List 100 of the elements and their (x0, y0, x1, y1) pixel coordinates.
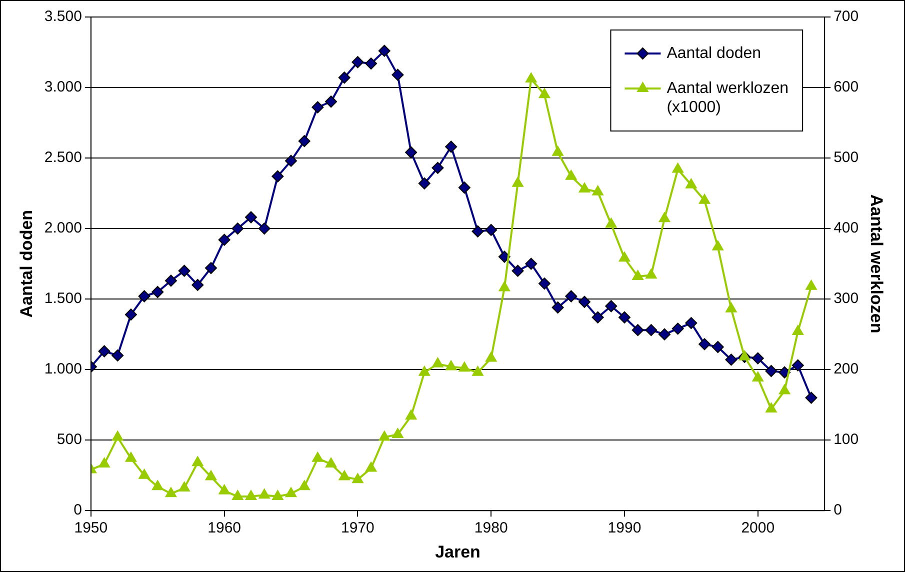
point (485, 224, 498, 236)
point (245, 490, 257, 500)
point (726, 302, 737, 312)
point (418, 366, 430, 376)
y-tick-label: 3.000 (44, 78, 82, 96)
point (178, 264, 190, 277)
point (365, 462, 377, 472)
point (778, 366, 791, 378)
point (806, 280, 817, 290)
point (512, 176, 524, 187)
point (192, 456, 204, 466)
point (285, 487, 297, 498)
point (392, 428, 404, 438)
point (392, 68, 404, 81)
point (578, 182, 590, 193)
point (218, 234, 230, 246)
y2-tick-label: 0 (834, 502, 842, 519)
point (766, 402, 777, 413)
point (752, 352, 764, 364)
point (672, 162, 684, 173)
point (685, 317, 698, 330)
point (645, 268, 657, 279)
point (685, 178, 697, 188)
point (618, 252, 630, 262)
point (778, 384, 790, 394)
x-tick-label: 2000 (741, 520, 775, 537)
point (565, 290, 578, 302)
point (285, 154, 298, 167)
point (378, 44, 390, 57)
point (258, 222, 270, 235)
point (98, 458, 110, 468)
point (725, 354, 738, 366)
point (592, 185, 604, 196)
y2-tick-label: 500 (834, 149, 859, 166)
point (498, 250, 510, 263)
y-tick-label: 2.000 (44, 220, 82, 237)
point (338, 470, 350, 480)
point (124, 308, 137, 321)
point (578, 296, 590, 308)
point (245, 211, 258, 224)
legend-label: Aantal werklozen (x1000) (666, 80, 789, 116)
point (792, 359, 804, 372)
y2-tick-label: 400 (834, 220, 859, 237)
x-axis-title: Jaren (435, 542, 480, 562)
point (432, 162, 444, 174)
point (125, 452, 137, 462)
point (632, 270, 644, 280)
point (338, 72, 350, 84)
x-tick-label: 1990 (608, 520, 642, 537)
point (325, 458, 337, 468)
point (498, 281, 510, 292)
point (432, 357, 444, 368)
point (445, 360, 457, 370)
point (565, 170, 577, 180)
point (298, 135, 310, 148)
point (712, 240, 724, 250)
point (98, 345, 110, 358)
point (312, 101, 324, 114)
point (658, 212, 670, 222)
point (258, 488, 270, 499)
y-tick-label: 1.500 (44, 290, 82, 308)
y-tick-label: 3.500 (44, 8, 82, 26)
point (645, 324, 658, 336)
point (312, 452, 324, 462)
point (752, 372, 764, 382)
y-axis-title: Aantal doden (16, 210, 36, 318)
x-tick-label: 1980 (474, 520, 508, 537)
point (218, 484, 230, 494)
point (472, 225, 484, 238)
point (445, 140, 458, 153)
point (672, 322, 684, 335)
point (792, 324, 804, 335)
point (164, 274, 177, 287)
point (698, 194, 710, 204)
point (204, 262, 217, 274)
point (178, 482, 190, 492)
point (538, 278, 550, 290)
point (272, 170, 284, 182)
point (232, 490, 244, 500)
point (112, 349, 124, 362)
point (138, 468, 150, 479)
point (485, 352, 497, 362)
point (405, 146, 418, 158)
point (298, 480, 310, 490)
point (192, 278, 204, 291)
point (805, 392, 818, 404)
legend-label: Aantal doden (666, 44, 762, 62)
point (232, 222, 244, 235)
point (632, 324, 644, 336)
point (272, 490, 284, 500)
point (418, 177, 430, 190)
point (378, 430, 390, 441)
x-tick-label: 1960 (208, 520, 242, 537)
point (525, 72, 537, 83)
y-tick-label: 0 (74, 502, 82, 519)
point (552, 146, 564, 156)
point (405, 410, 417, 420)
y2-axis-title: Aantal werklozen (867, 194, 886, 334)
y2-tick-label: 700 (834, 8, 859, 26)
point (658, 328, 671, 340)
